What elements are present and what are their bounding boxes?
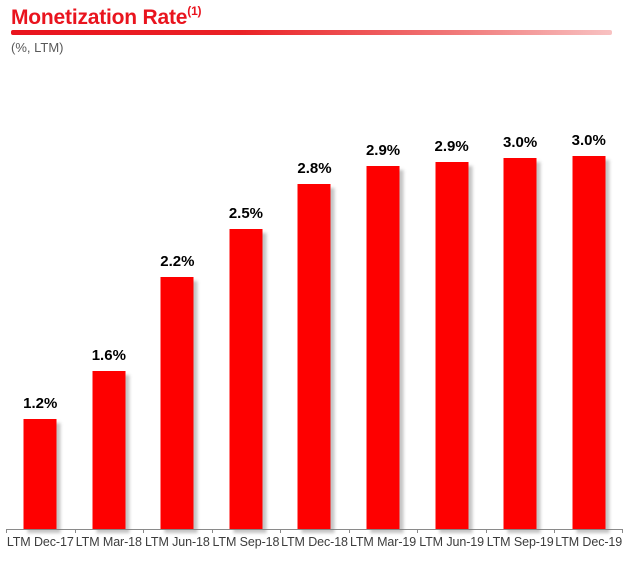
bar [503, 158, 537, 529]
bar-value-label: 1.2% [23, 395, 58, 412]
bar-value-label: 1.6% [91, 347, 126, 364]
x-axis-tick-label: LTM Sep-19 [486, 535, 554, 549]
bar-slot: 2.8% [280, 109, 349, 529]
bar-value-label: 2.9% [434, 138, 469, 155]
page-title: Monetization Rate(1) [11, 4, 202, 30]
axis-tick [554, 529, 556, 533]
x-axis-tick-label: LTM Jun-19 [419, 535, 484, 549]
bar-slot: 2.9% [417, 109, 486, 529]
x-axis-label-row: LTM Dec-17 LTM Mar-18 LTM Jun-18 LTM Sep-18… [6, 535, 623, 552]
plot-area: 1.2% 1.6% 2.2% 2.5% 2.8% 2.9% 2.9% 3.0% 3.0% [6, 109, 623, 533]
axis-tick [417, 529, 419, 533]
bar-value-label: 2.8% [297, 160, 332, 177]
bar-value-label: 2.5% [228, 205, 264, 222]
chart-unit-subtitle: (%, LTM) [11, 40, 64, 55]
x-axis-tick-label: LTM Dec-19 [555, 535, 623, 549]
bar-slot: 2.5% [212, 109, 281, 529]
bar [23, 419, 57, 529]
bar [92, 371, 126, 529]
axis-tick [280, 529, 282, 533]
axis-tick [6, 529, 7, 533]
page-title-text: Monetization Rate [11, 6, 188, 29]
title-underline-rule [11, 30, 612, 35]
bar-value-label: 2.2% [160, 253, 195, 270]
bar [366, 166, 400, 529]
axis-tick [211, 529, 213, 533]
bar-slot: 1.6% [75, 109, 144, 529]
bar-value-label: 3.0% [571, 132, 606, 149]
bar-slot: 2.2% [143, 109, 212, 529]
bar-value-label: 3.0% [503, 134, 538, 151]
footnote-marker: (1) [187, 4, 202, 18]
bar [435, 162, 469, 529]
x-axis-tick-label: LTM Mar-19 [349, 535, 417, 549]
bar [160, 277, 194, 529]
x-axis-tick-label: LTM Dec-18 [281, 535, 348, 549]
bar-slot: 2.9% [349, 109, 418, 529]
bar-value-label: 2.9% [365, 142, 401, 159]
bar-slot: 1.2% [6, 109, 75, 529]
axis-tick [485, 529, 487, 533]
x-axis-tick-label: LTM Mar-18 [75, 535, 142, 549]
bar-slot: 3.0% [486, 109, 555, 529]
bar [297, 184, 331, 529]
axis-tick [143, 529, 145, 533]
bar [229, 229, 263, 529]
axis-tick [622, 529, 623, 533]
axis-tick [348, 529, 350, 533]
x-axis-tick-label: LTM Sep-18 [212, 535, 280, 549]
x-axis-tick-label: LTM Dec-17 [6, 535, 74, 549]
axis-tick [74, 529, 76, 533]
x-axis-tick-label: LTM Jun-18 [145, 535, 210, 549]
bar-slot: 3.0% [554, 109, 623, 529]
bar [572, 156, 606, 529]
